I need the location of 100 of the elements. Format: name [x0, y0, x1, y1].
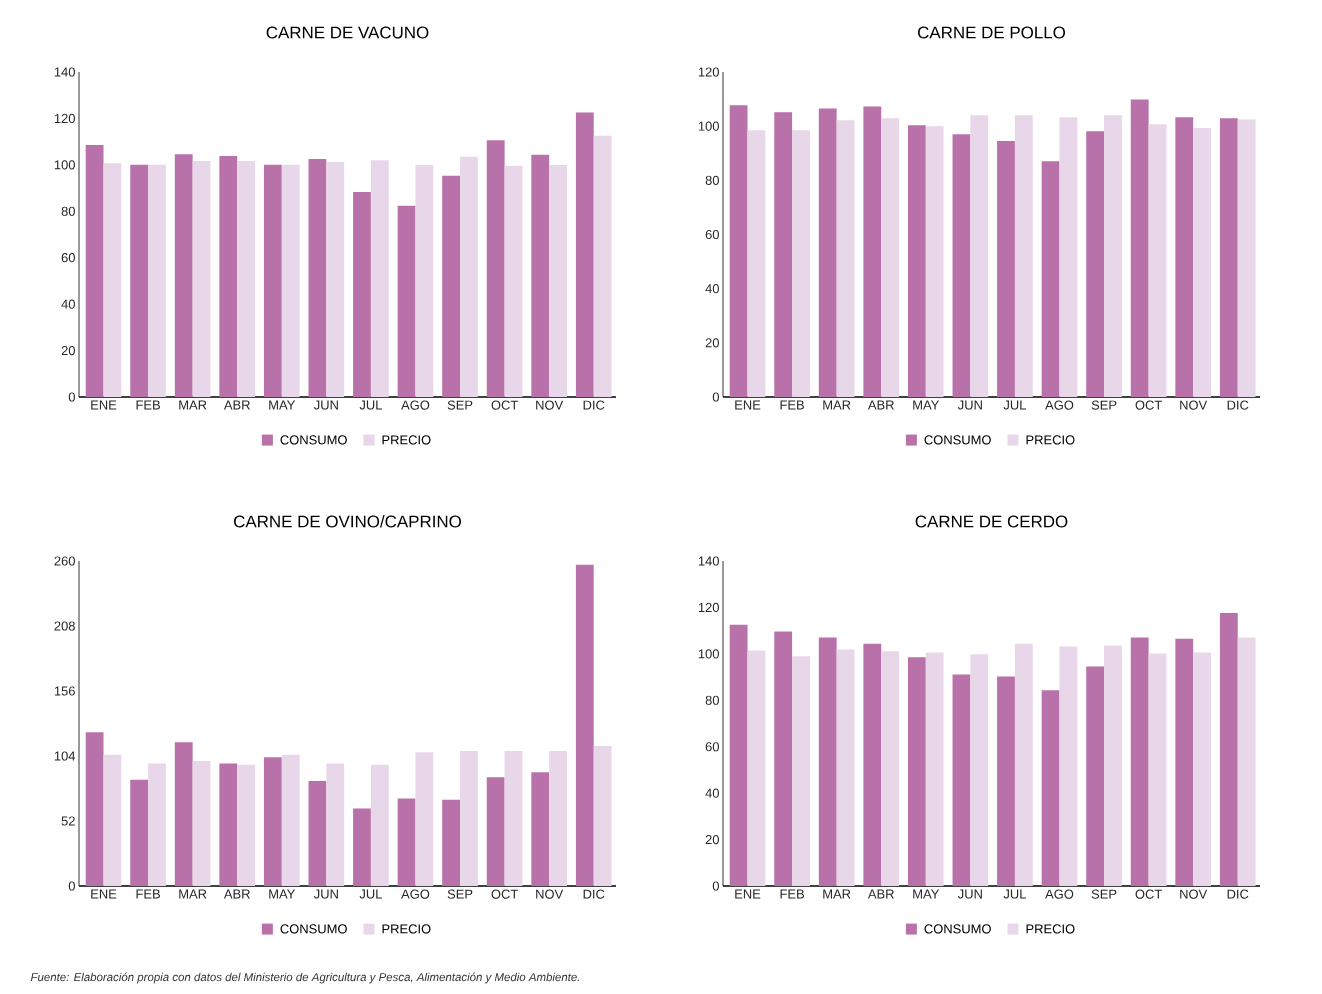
- x-tick-label: SEP: [1091, 400, 1117, 410]
- chart-title: CARNE DE CERDO: [915, 515, 1068, 528]
- x-tick-label: ENE: [735, 889, 761, 899]
- bar: [326, 763, 345, 886]
- bar: [85, 732, 104, 886]
- x-tick-label: SEP: [447, 889, 473, 899]
- x-tick-label: FEB: [780, 889, 804, 899]
- bar: [1219, 613, 1238, 886]
- y-tick-label: 40: [61, 299, 75, 309]
- bar: [174, 154, 193, 397]
- x-tick-label: ABR: [867, 400, 894, 410]
- x-tick-label: OCT: [1135, 400, 1162, 410]
- bar: [818, 637, 837, 886]
- bar: [370, 160, 389, 397]
- bar: [729, 624, 748, 886]
- bar: [1193, 128, 1211, 397]
- x-tick-label: JUL: [1003, 889, 1026, 899]
- bar: [907, 657, 926, 886]
- bar: [442, 175, 461, 397]
- chart-title: CARNE DE POLLO: [918, 26, 1066, 39]
- x-tick-label: MAR: [823, 889, 851, 899]
- y-tick-label: 40: [705, 284, 719, 294]
- bar: [531, 772, 550, 886]
- bar: [1175, 638, 1194, 886]
- bar: [219, 763, 238, 886]
- x-tick-label: ENE: [735, 400, 761, 410]
- y-tick-label: 156: [54, 686, 75, 696]
- x-tick-label: AGO: [401, 889, 430, 899]
- y-tick-label: 60: [61, 253, 75, 263]
- bar: [1086, 131, 1105, 397]
- bar: [575, 564, 594, 886]
- y-tick-label: 60: [705, 229, 719, 240]
- legend-label: CONSUMO: [924, 435, 991, 445]
- y-tick-label: 100: [698, 121, 719, 131]
- x-tick-label: ABR: [223, 400, 250, 410]
- bar: [747, 130, 766, 397]
- x-tick-label: JUL: [359, 400, 382, 410]
- bar: [863, 643, 882, 886]
- bar: [397, 205, 416, 397]
- legend-label: CONSUMO: [280, 435, 347, 445]
- source-note: Fuente: Elaboración propia con datos del Ministerio de Agricultura y Pesca, Alimentación y Medio Ambiente.: [30, 972, 580, 984]
- bar: [925, 652, 944, 886]
- x-tick-label: AGO: [401, 400, 430, 410]
- bar: [997, 141, 1015, 397]
- x-tick-label: MAY: [913, 400, 940, 410]
- bar: [818, 108, 837, 397]
- bar: [836, 120, 855, 397]
- bar: [281, 164, 300, 397]
- x-tick-label: JUN: [957, 889, 982, 899]
- bar: [263, 164, 282, 397]
- x-tick-label: MAY: [269, 889, 296, 899]
- bar: [1237, 637, 1256, 886]
- x-tick-label: JUL: [359, 889, 382, 899]
- bar: [85, 145, 104, 397]
- x-tick-label: SEP: [447, 400, 473, 410]
- x-tick-label: ABR: [867, 889, 894, 899]
- y-tick-label: 104: [54, 751, 76, 761]
- bar: [103, 754, 122, 886]
- x-tick-label: MAR: [179, 889, 207, 899]
- y-tick-label: 80: [705, 695, 719, 705]
- bar: [130, 779, 149, 886]
- x-tick-label: FEB: [780, 400, 804, 410]
- y-tick-label: 120: [698, 67, 719, 77]
- legend-label: CONSUMO: [280, 924, 347, 934]
- y-tick-label: 140: [698, 556, 719, 566]
- x-tick-label: SEP: [1091, 889, 1117, 899]
- x-tick-label: JUN: [313, 400, 338, 410]
- x-tick-label: NOV: [1180, 400, 1208, 410]
- x-tick-label: ABR: [223, 889, 250, 899]
- y-tick-label: 60: [705, 742, 719, 752]
- bar: [792, 130, 810, 397]
- bar: [774, 112, 793, 397]
- bar: [1014, 643, 1033, 886]
- x-tick-label: MAR: [823, 400, 851, 410]
- bar: [442, 799, 461, 886]
- bar: [460, 751, 478, 886]
- y-tick-label: 0: [68, 392, 75, 402]
- bar: [174, 742, 193, 886]
- bar: [103, 163, 122, 397]
- bar: [1193, 652, 1211, 886]
- bar: [549, 165, 567, 397]
- x-tick-label: NOV: [536, 400, 564, 410]
- x-tick-label: FEB: [136, 889, 160, 899]
- bar: [1237, 119, 1256, 397]
- bar: [549, 751, 567, 886]
- y-tick-label: 20: [61, 345, 75, 356]
- bar: [881, 118, 900, 397]
- bar: [1041, 690, 1060, 886]
- y-tick-label: 20: [705, 834, 719, 845]
- x-tick-label: MAY: [913, 889, 940, 899]
- legend-label: PRECIO: [382, 435, 431, 445]
- x-tick-label: NOV: [1180, 889, 1208, 899]
- bar: [353, 808, 371, 886]
- legend-label: PRECIO: [1026, 435, 1075, 445]
- legend-label: CONSUMO: [924, 924, 991, 934]
- bar: [1175, 117, 1194, 397]
- bar: [925, 126, 944, 397]
- bar: [792, 656, 810, 886]
- bar: [747, 650, 766, 886]
- bar: [970, 115, 989, 397]
